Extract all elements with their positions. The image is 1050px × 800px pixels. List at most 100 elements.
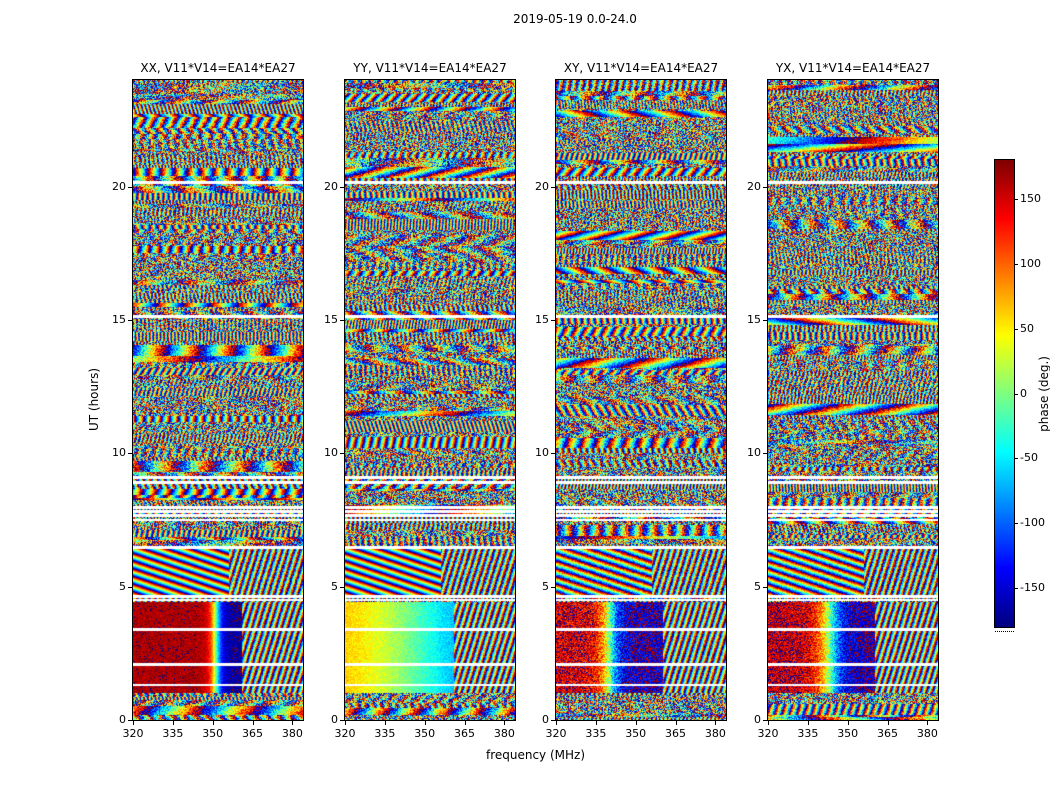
- x-tick-mark: [927, 721, 929, 725]
- x-tick-label: 350: [414, 727, 436, 740]
- x-tick-mark: [715, 721, 717, 725]
- y-tick-label: 5: [331, 579, 338, 593]
- y-tick-label: 10: [324, 446, 338, 460]
- y-tick-label: 20: [324, 179, 338, 193]
- y-tick-label: 15: [112, 313, 126, 326]
- colorbar-tick-mark: [1014, 263, 1018, 265]
- x-tick-label: 380: [704, 727, 726, 740]
- y-tick-label: 20: [112, 179, 126, 193]
- colorbar: [994, 159, 1015, 628]
- x-tick-label: 335: [162, 727, 184, 740]
- x-tick-label: 335: [374, 727, 396, 740]
- heatmap-canvas-xx: [132, 79, 304, 721]
- y-tick-mark: [340, 320, 344, 321]
- y-tick-mark: [340, 586, 344, 588]
- y-tick-mark: [763, 720, 767, 721]
- x-tick-mark: [133, 721, 134, 725]
- x-tick-label: 365: [242, 727, 264, 740]
- x-tick-label: 320: [122, 727, 144, 740]
- panel-title-yx: YX, V11*V14=EA14*EA27: [775, 61, 931, 75]
- y-tick-label: 0: [331, 713, 338, 726]
- y-tick-mark: [763, 320, 767, 321]
- x-tick-mark: [595, 721, 597, 725]
- y-tick-label: 0: [119, 713, 126, 726]
- x-tick-mark: [635, 721, 637, 725]
- x-tick-mark: [384, 721, 386, 725]
- panel-title-yy: YY, V11*V14=EA14*EA27: [353, 61, 507, 75]
- colorbar-canvas: [994, 159, 1015, 628]
- colorbar-end-mark: [995, 631, 1014, 632]
- x-tick-mark: [807, 721, 809, 725]
- y-tick-mark: [128, 586, 132, 588]
- y-tick-label: 10: [747, 446, 761, 460]
- y-tick-label: 20: [747, 179, 761, 193]
- x-tick-label: 350: [837, 727, 859, 740]
- x-tick-mark: [424, 721, 426, 725]
- y-tick-mark: [340, 453, 344, 455]
- x-axis-label: frequency (MHz): [485, 748, 586, 762]
- colorbar-tick-label: 150: [1020, 191, 1041, 205]
- y-tick-mark: [551, 320, 555, 321]
- y-tick-mark: [551, 453, 555, 455]
- plot-title: 2019-05-19 0.0-24.0: [513, 12, 637, 26]
- colorbar-tick-label: 50: [1020, 321, 1034, 335]
- y-tick-label: 0: [542, 713, 549, 726]
- x-tick-label: 380: [281, 727, 303, 740]
- colorbar-tick-label: -100: [1020, 516, 1045, 530]
- x-tick-mark: [847, 721, 849, 725]
- x-tick-label: 365: [665, 727, 687, 740]
- y-axis-label: UT (hours): [86, 80, 102, 720]
- x-tick-label: 350: [625, 727, 647, 740]
- x-tick-mark: [504, 721, 506, 725]
- y-axis-label-text: UT (hours): [87, 368, 101, 432]
- x-tick-mark: [212, 721, 214, 725]
- y-tick-mark: [128, 720, 132, 721]
- x-tick-label: 380: [493, 727, 515, 740]
- heatmap-canvas-xy: [555, 79, 727, 721]
- x-tick-mark: [675, 721, 677, 725]
- y-tick-mark: [340, 186, 344, 188]
- heatmap-canvas-yx: [767, 79, 939, 721]
- colorbar-tick-mark: [1014, 198, 1018, 200]
- x-tick-mark: [252, 721, 254, 725]
- y-tick-label: 5: [119, 579, 126, 593]
- x-tick-mark: [464, 721, 466, 725]
- x-tick-label: 380: [916, 727, 938, 740]
- x-tick-label: 320: [757, 727, 779, 740]
- y-tick-mark: [551, 186, 555, 188]
- panel-title-xy: XY, V11*V14=EA14*EA27: [563, 61, 719, 75]
- x-tick-label: 320: [545, 727, 567, 740]
- x-tick-label: 335: [797, 727, 819, 740]
- colorbar-tick-mark: [1014, 393, 1018, 395]
- y-tick-mark: [128, 320, 132, 321]
- y-tick-label: 5: [754, 579, 761, 593]
- y-tick-label: 10: [535, 446, 549, 460]
- panel-xy: [555, 79, 727, 721]
- panel-yx: [767, 79, 939, 721]
- panel-title-xx: XX, V11*V14=EA14*EA27: [140, 61, 296, 75]
- y-tick-mark: [763, 586, 767, 588]
- colorbar-tick-mark: [1014, 588, 1018, 590]
- x-tick-mark: [292, 721, 294, 725]
- heatmap-canvas-yy: [344, 79, 516, 721]
- panel-xx: [132, 79, 304, 721]
- panel-yy: [344, 79, 516, 721]
- y-tick-label: 10: [112, 446, 126, 460]
- y-tick-mark: [551, 720, 555, 721]
- x-tick-label: 365: [877, 727, 899, 740]
- y-tick-label: 15: [535, 313, 549, 326]
- y-tick-mark: [763, 453, 767, 455]
- colorbar-tick-mark: [1014, 328, 1018, 330]
- y-tick-mark: [763, 186, 767, 188]
- y-tick-mark: [128, 453, 132, 455]
- x-tick-label: 335: [585, 727, 607, 740]
- x-tick-mark: [887, 721, 889, 725]
- x-tick-label: 365: [454, 727, 476, 740]
- colorbar-tick-label: -50: [1020, 451, 1038, 465]
- x-tick-mark: [345, 721, 346, 725]
- colorbar-tick-label: -150: [1020, 581, 1045, 595]
- y-tick-label: 20: [535, 179, 549, 193]
- x-tick-label: 350: [202, 727, 224, 740]
- y-tick-mark: [128, 186, 132, 188]
